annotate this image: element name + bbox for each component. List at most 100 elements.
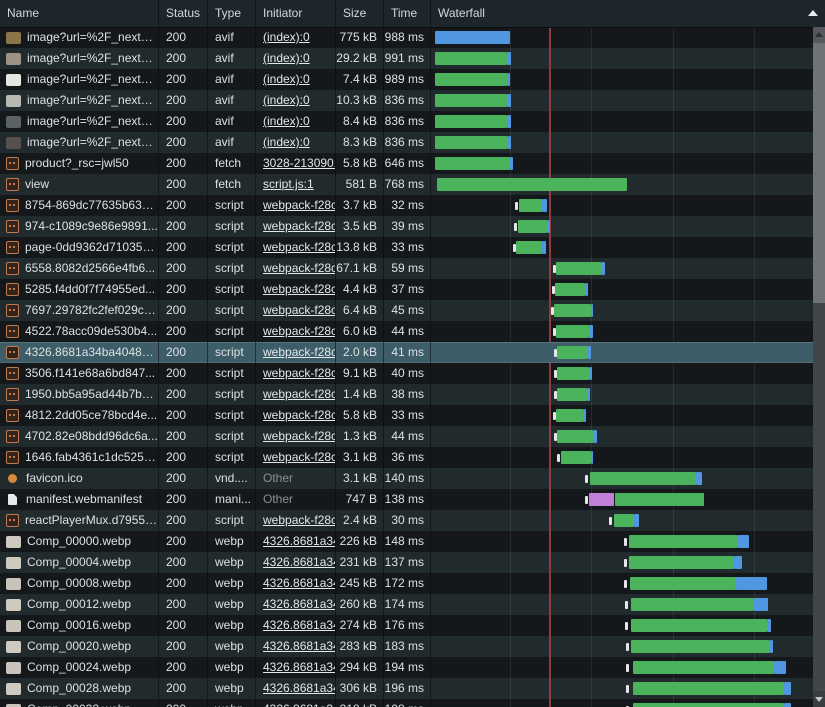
waterfall-bar-segment-green[interactable]	[557, 346, 587, 359]
request-name-cell[interactable]: 1646.fab4361c1dc525c...	[0, 447, 158, 468]
waterfall-bar-segment-blue[interactable]	[585, 283, 588, 296]
request-name-cell[interactable]: image?url=%2F_next%...	[0, 111, 158, 132]
column-header-waterfall[interactable]: Waterfall	[430, 0, 825, 27]
initiator-link[interactable]: webpack-f28cd	[263, 387, 335, 401]
initiator-link[interactable]: 4326.8681a34ba	[263, 534, 335, 548]
waterfall-bar-segment-green[interactable]	[555, 283, 585, 296]
waterfall-bar-segment-blue[interactable]	[587, 388, 590, 401]
initiator-link[interactable]: webpack-f28cd	[263, 324, 335, 338]
waterfall-bar-segment-green[interactable]	[435, 73, 507, 86]
initiator-link[interactable]: (index):0	[263, 72, 310, 86]
request-row[interactable]: image?url=%2F_next%... 200 avif (index):0 8.…	[0, 111, 825, 132]
waterfall-bar-segment-blue[interactable]	[435, 31, 510, 44]
scrollbar-down-arrow-icon[interactable]	[813, 691, 825, 707]
column-header-name[interactable]: Name	[7, 6, 40, 20]
waterfall-bar-segment-green[interactable]	[519, 199, 542, 212]
request-name-cell[interactable]: page-0dd9362d71035a...	[0, 237, 158, 258]
request-name-cell[interactable]: 4326.8681a34ba4048e...	[0, 342, 158, 363]
waterfall-bar-segment-blue[interactable]	[754, 598, 768, 611]
request-name-cell[interactable]: 8754-869dc77635b635...	[0, 195, 158, 216]
waterfall-bar-segment-blue[interactable]	[583, 409, 586, 422]
scrollbar-up-arrow-icon[interactable]	[813, 27, 825, 43]
request-row[interactable]: 3506.f141e68a6bd847... 200 script webpack-f…	[0, 363, 825, 384]
request-name-cell[interactable]: 4812.2dd05ce78bcd4e...	[0, 405, 158, 426]
waterfall-bar-segment-green[interactable]	[631, 640, 770, 653]
waterfall-bar-segment-blue[interactable]	[738, 535, 749, 548]
waterfall-bar-segment-green[interactable]	[554, 304, 591, 317]
request-row[interactable]: image?url=%2F_next%... 200 avif (index):0 77…	[0, 27, 825, 48]
request-row[interactable]: 7697.29782fc2fef029cd... 200 script webpack…	[0, 300, 825, 321]
request-name-cell[interactable]: 974-c1089c9e86e9891...	[0, 216, 158, 237]
waterfall-bar-segment-blue[interactable]	[591, 451, 593, 464]
initiator-link[interactable]: (index):0	[263, 114, 310, 128]
waterfall-bar-segment-blue[interactable]	[593, 430, 597, 443]
request-name-cell[interactable]: 6558.8082d2566e4fb6...	[0, 258, 158, 279]
waterfall-bar-segment-blue[interactable]	[784, 703, 791, 707]
waterfall-bar-segment-green[interactable]	[557, 430, 593, 443]
request-name-cell[interactable]: Comp_00012.webp	[0, 594, 158, 615]
request-name-cell[interactable]: 4522.78acc09de530b4...	[0, 321, 158, 342]
initiator-link[interactable]: 4326.8681a34ba	[263, 660, 335, 674]
request-row[interactable]: 4522.78acc09de530b4... 200 script webpack-f…	[0, 321, 825, 342]
waterfall-bar-segment-blue[interactable]	[507, 115, 511, 128]
column-header-type[interactable]: Type	[207, 0, 255, 27]
request-name-cell[interactable]: image?url=%2F_next%...	[0, 48, 158, 69]
request-name-cell[interactable]: Comp_00008.webp	[0, 573, 158, 594]
request-row[interactable]: 1950.bb5a95ad44b7b1... 200 script webpack-f…	[0, 384, 825, 405]
waterfall-bar-segment-blue[interactable]	[589, 367, 592, 380]
waterfall-bar-segment-green[interactable]	[629, 556, 734, 569]
waterfall-bar-segment-blue[interactable]	[542, 241, 546, 254]
initiator-link[interactable]: (index):0	[263, 30, 310, 44]
initiator-link[interactable]: (index):0	[263, 135, 310, 149]
waterfall-bar-segment-blue[interactable]	[767, 619, 771, 632]
waterfall-bar-segment-green[interactable]	[631, 619, 767, 632]
request-row[interactable]: 974-c1089c9e86e9891... 200 script webpack-f…	[0, 216, 825, 237]
initiator-link[interactable]: 4326.8681a34ba	[263, 576, 335, 590]
request-row[interactable]: page-0dd9362d71035a... 200 script webpack-f…	[0, 237, 825, 258]
initiator-link[interactable]: script.js:1	[263, 177, 314, 191]
request-row[interactable]: 4702.82e08bdd96dc6a... 200 script webpack-f…	[0, 426, 825, 447]
initiator-link[interactable]: 4326.8681a34ba	[263, 618, 335, 632]
waterfall-bar-segment-green[interactable]	[630, 577, 736, 590]
request-name-cell[interactable]: 5285.f4dd0f7f74955ed...	[0, 279, 158, 300]
request-name-cell[interactable]: manifest.webmanifest	[0, 489, 158, 510]
waterfall-bar-segment-green[interactable]	[556, 409, 583, 422]
request-row[interactable]: manifest.webmanifest 200 mani... Other 747 B…	[0, 489, 825, 510]
waterfall-bar-segment-green[interactable]	[614, 514, 634, 527]
waterfall-bar-segment-blue[interactable]	[507, 52, 511, 65]
initiator-link[interactable]: webpack-f28cd	[263, 282, 335, 296]
waterfall-bar-segment-green[interactable]	[556, 325, 589, 338]
waterfall-bar-segment-green[interactable]	[615, 493, 704, 506]
request-name-cell[interactable]: image?url=%2F_next%...	[0, 90, 158, 111]
request-row[interactable]: 5285.f4dd0f7f74955ed... 200 script webpack-…	[0, 279, 825, 300]
request-name-cell[interactable]: Comp_00000.webp	[0, 531, 158, 552]
request-name-cell[interactable]: 7697.29782fc2fef029cd...	[0, 300, 158, 321]
waterfall-bar-segment-blue[interactable]	[591, 304, 593, 317]
waterfall-bar-segment-blue[interactable]	[547, 220, 550, 233]
waterfall-bar-segment-green[interactable]	[633, 703, 784, 707]
waterfall-bar-segment-blue[interactable]	[542, 199, 547, 212]
request-name-cell[interactable]: Comp_00016.webp	[0, 615, 158, 636]
initiator-link[interactable]: webpack-f28cd	[263, 303, 335, 317]
initiator-link[interactable]: 4326.8681a34ba	[263, 681, 335, 695]
waterfall-bar-segment-green[interactable]	[435, 94, 507, 107]
request-name-cell[interactable]: Comp_00032.webp	[0, 699, 158, 707]
sort-ascending-icon[interactable]	[808, 10, 818, 16]
initiator-link[interactable]: 4326.8681a34ba	[263, 555, 335, 569]
request-name-cell[interactable]: image?url=%2F_next%...	[0, 69, 158, 90]
initiator-link[interactable]: webpack-f28cd	[263, 366, 335, 380]
waterfall-bar-segment-green[interactable]	[556, 262, 601, 275]
initiator-link[interactable]: webpack-f28cd	[263, 240, 335, 254]
waterfall-bar-segment-green[interactable]	[435, 136, 508, 149]
request-name-cell[interactable]: Comp_00028.webp	[0, 678, 158, 699]
waterfall-bar-segment-green[interactable]	[435, 115, 507, 128]
request-row[interactable]: 6558.8082d2566e4fb6... 200 script webpack-f…	[0, 258, 825, 279]
waterfall-bar-segment-purple[interactable]	[589, 493, 614, 506]
request-row[interactable]: 4812.2dd05ce78bcd4e... 200 script webpack-f…	[0, 405, 825, 426]
waterfall-bar-segment-blue[interactable]	[508, 136, 511, 149]
request-name-cell[interactable]: 1950.bb5a95ad44b7b1...	[0, 384, 158, 405]
